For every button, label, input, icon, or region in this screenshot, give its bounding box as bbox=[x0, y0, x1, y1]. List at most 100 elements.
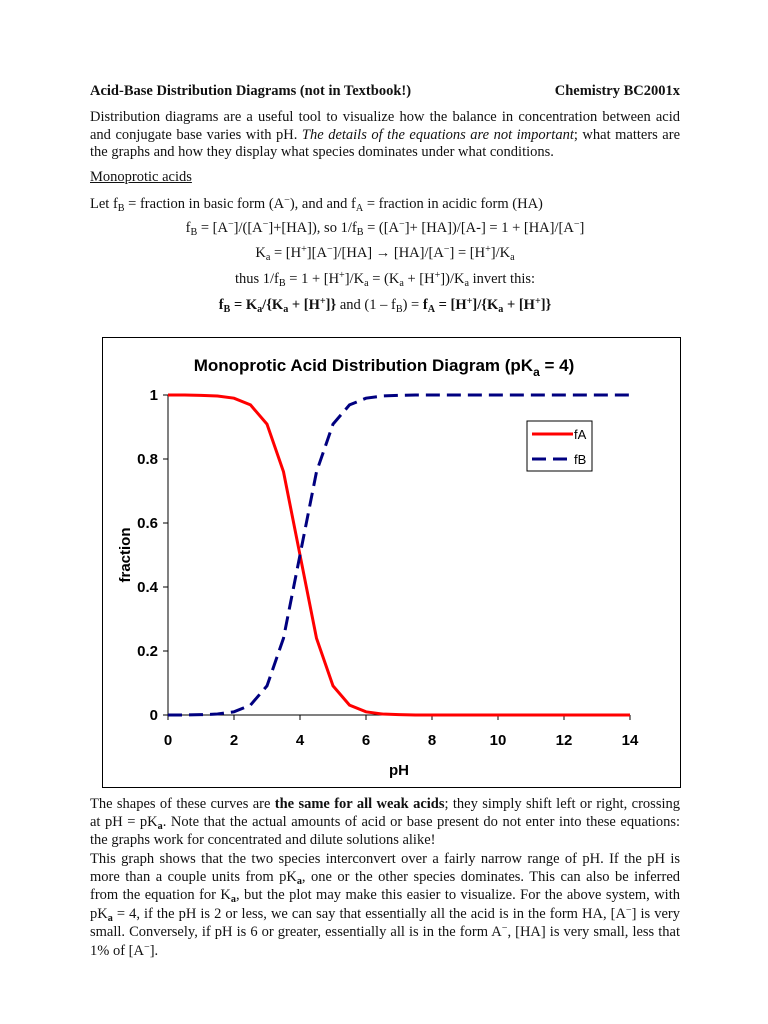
text-run: a bbox=[283, 304, 289, 316]
text-run: a bbox=[399, 278, 404, 290]
y-tick-label: 0.6 bbox=[137, 515, 158, 532]
series-line bbox=[168, 393, 630, 717]
x-tick-label: 2 bbox=[230, 732, 238, 749]
text-run: = [A bbox=[197, 220, 228, 236]
section-heading: Monoprotic acids bbox=[90, 169, 192, 185]
legend-label: fB bbox=[574, 452, 586, 467]
text-run: − bbox=[501, 923, 508, 935]
text-run: ]. bbox=[149, 942, 159, 959]
text-run: . Note that the actual amounts of acid o… bbox=[90, 813, 680, 849]
text-run: This graph shows that the two species in… bbox=[90, 851, 680, 885]
text-run: = [H bbox=[435, 297, 467, 313]
text-run: + [H bbox=[288, 297, 320, 313]
text-run: a bbox=[230, 894, 236, 906]
text-run: B bbox=[395, 304, 403, 316]
text-run: − bbox=[227, 219, 234, 231]
legend-label: fA bbox=[574, 427, 587, 442]
paragraph: The shapes of these curves are the same … bbox=[90, 796, 680, 850]
text-run: ), and and f bbox=[289, 196, 356, 212]
equation: Let fB = fraction in basic form (A−), an… bbox=[90, 195, 680, 215]
text-run: + bbox=[534, 296, 541, 308]
text-run: ] is very small. Conversely, if pH is 6 … bbox=[90, 905, 680, 941]
text-run: the same for all weak acids bbox=[274, 796, 445, 812]
text-run: − bbox=[284, 195, 290, 207]
text-run: , one or the other species dominates. Th… bbox=[90, 868, 681, 904]
text-run: a bbox=[364, 278, 369, 290]
y-tick-label: 0 bbox=[150, 707, 158, 724]
text-run: − bbox=[625, 904, 632, 916]
y-tick-label: 0.8 bbox=[137, 451, 158, 468]
doc-title: Acid-Base Distribution Diagrams (not in … bbox=[90, 83, 412, 99]
text-run: = 4, if the pH is 2 or less, we can say … bbox=[112, 905, 626, 922]
text-run: ] = [H bbox=[449, 245, 486, 261]
text-run: a bbox=[510, 252, 515, 264]
text-run: thus 1/f bbox=[234, 271, 279, 287]
text-run: , but the plot may make this easier to v… bbox=[90, 887, 680, 922]
text-run: a bbox=[498, 304, 504, 316]
text-run: = (K bbox=[368, 271, 400, 287]
text-run: = fraction in basic form (A bbox=[124, 196, 285, 212]
x-tick-label: 10 bbox=[490, 732, 507, 749]
text-run: − bbox=[573, 219, 580, 231]
text-run: = 1 + [H bbox=[285, 271, 340, 287]
equation: Ka = [H+][A−]/[HA] → [HA]/[A−] = [H+]/Ka bbox=[90, 244, 680, 264]
y-tick-label: 0.4 bbox=[137, 579, 159, 596]
y-axis-label: fraction bbox=[117, 527, 134, 582]
x-tick-label: 8 bbox=[428, 732, 436, 749]
text-run: a bbox=[157, 820, 163, 832]
equation: thus 1/fB = 1 + [H+]/Ka = (Ka + [H+])/Ka… bbox=[90, 270, 680, 290]
text-run: ]/([A bbox=[233, 220, 263, 236]
course: Chemistry BC2001x bbox=[554, 83, 680, 99]
text-run: = fraction in acidic form (HA) bbox=[363, 196, 543, 212]
x-tick-label: 12 bbox=[556, 732, 573, 749]
text-run: + bbox=[434, 270, 441, 282]
chart-title: Monoprotic Acid Distribution Diagram (pK… bbox=[194, 356, 575, 379]
text-run: B bbox=[356, 227, 364, 239]
text-run: ) = bbox=[402, 297, 423, 313]
text-run: + [H bbox=[403, 271, 435, 287]
text-run: + bbox=[466, 296, 473, 308]
text-run: A bbox=[427, 304, 435, 316]
text-run: = K bbox=[230, 297, 258, 313]
text-run: − bbox=[326, 244, 333, 256]
text-run: − bbox=[262, 219, 269, 231]
text-run: ] bbox=[579, 220, 585, 236]
title-run: Monoprotic Acid Distribution Diagram (pK bbox=[194, 356, 534, 375]
title-run: a bbox=[533, 365, 540, 379]
text-run: B bbox=[223, 304, 231, 316]
text-run: and (1 – f bbox=[336, 297, 396, 313]
text-run: f bbox=[422, 297, 428, 313]
text-run: ; what matters are the graphs and how th… bbox=[90, 126, 681, 161]
chart-frame bbox=[102, 337, 681, 788]
text-run: ][A bbox=[306, 245, 327, 261]
text-run: f bbox=[218, 297, 224, 313]
equation: fB = [A−]/([A−]+[HA]), so 1/fB = ([A−]+ … bbox=[90, 219, 680, 239]
text-run: The details of the equations are not imp… bbox=[301, 126, 574, 143]
text-run: + bbox=[301, 244, 307, 256]
text-run: + bbox=[319, 296, 326, 308]
text-run: ]/[HA] → [HA]/[A bbox=[332, 245, 444, 261]
x-tick-label: 4 bbox=[296, 732, 305, 749]
text-run: K bbox=[255, 245, 266, 261]
text-run: invert this: bbox=[468, 271, 536, 287]
text-run: ]/{K bbox=[472, 297, 499, 313]
text-run: ])/K bbox=[440, 271, 465, 287]
text-run: + [H bbox=[503, 297, 535, 313]
text-run: = ([A bbox=[363, 220, 400, 236]
text-run: ; they simply shift left or right, cross… bbox=[90, 796, 680, 830]
header: Acid-Base Distribution Diagrams (not in … bbox=[90, 83, 680, 101]
x-axis-label: pH bbox=[389, 762, 409, 779]
text-run: a bbox=[265, 252, 271, 264]
equation: fB = Ka/{Ka + [H+]} and (1 – fB) = fA = … bbox=[90, 296, 680, 316]
text-run: a bbox=[257, 304, 263, 316]
text-run: + bbox=[339, 270, 345, 282]
text-run: ]/K bbox=[490, 245, 511, 261]
text-run: + bbox=[485, 244, 491, 256]
text-run: a bbox=[107, 912, 113, 924]
text-run: B bbox=[117, 203, 125, 215]
text-run: /{K bbox=[262, 297, 284, 313]
intro: Distribution diagrams are a useful tool … bbox=[90, 109, 680, 162]
y-tick-label: 0.2 bbox=[137, 643, 158, 660]
legend-box bbox=[526, 420, 593, 472]
